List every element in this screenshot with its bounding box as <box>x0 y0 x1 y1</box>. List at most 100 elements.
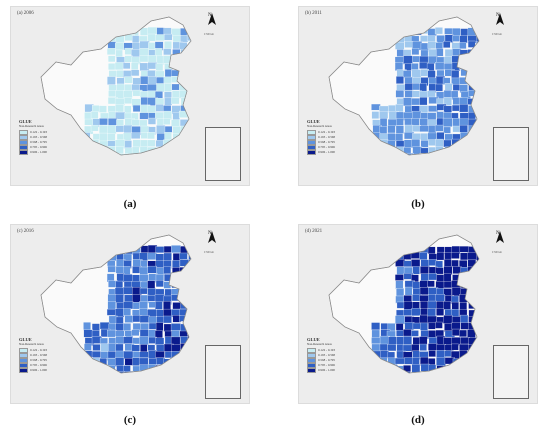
panel-title: (b) 2011 <box>305 11 322 16</box>
region <box>171 274 182 282</box>
region <box>412 266 420 275</box>
region <box>443 126 451 134</box>
region <box>468 153 477 155</box>
legend: GLUE Non-Research Areas 0.122 - 0.193 0.… <box>307 119 335 156</box>
legend-subtitle: Non-Research Areas <box>307 342 332 346</box>
region <box>187 139 191 148</box>
region <box>371 337 381 345</box>
region <box>411 153 421 155</box>
region <box>188 118 191 126</box>
region <box>412 55 421 63</box>
region <box>92 344 101 351</box>
region <box>154 294 165 303</box>
region <box>164 154 173 155</box>
region <box>404 124 414 134</box>
region <box>171 330 180 338</box>
region <box>419 83 427 92</box>
region <box>186 76 191 85</box>
region <box>419 252 428 260</box>
region <box>460 280 469 289</box>
region <box>380 365 390 373</box>
region <box>411 63 419 71</box>
region <box>188 364 191 373</box>
region <box>379 372 390 373</box>
region <box>164 41 172 49</box>
region <box>436 308 445 316</box>
region <box>435 153 444 155</box>
region <box>403 301 413 310</box>
region <box>139 301 148 310</box>
panel-title: (a) 2006 <box>17 11 34 16</box>
region <box>420 133 429 142</box>
region <box>106 27 118 35</box>
region <box>139 266 149 276</box>
region <box>451 147 460 154</box>
region <box>428 105 439 112</box>
region <box>419 125 429 132</box>
region <box>395 315 406 325</box>
region <box>467 294 477 302</box>
region <box>475 365 479 373</box>
region <box>371 111 380 119</box>
region <box>84 343 92 351</box>
region <box>476 140 479 148</box>
region <box>107 301 116 310</box>
region <box>163 266 172 274</box>
china-map <box>328 234 519 384</box>
region <box>82 154 92 155</box>
region <box>372 372 382 373</box>
region <box>420 363 430 372</box>
legend-label: 0.795 - 0.906 <box>30 363 47 367</box>
region <box>452 35 460 42</box>
north-arrow: N <box>208 13 216 25</box>
region <box>420 35 429 42</box>
region <box>451 70 460 79</box>
region <box>188 294 191 303</box>
region <box>476 336 479 343</box>
region <box>178 154 189 155</box>
region <box>170 323 182 331</box>
region <box>147 26 158 35</box>
region <box>186 350 191 360</box>
region <box>475 126 479 136</box>
region <box>155 63 164 72</box>
region <box>468 302 478 309</box>
region <box>83 147 92 155</box>
region <box>187 27 191 36</box>
region <box>107 76 116 85</box>
region <box>99 154 109 155</box>
region <box>180 294 189 302</box>
region <box>139 315 150 323</box>
region <box>371 358 381 366</box>
region <box>475 77 479 85</box>
region <box>436 48 444 57</box>
legend-label: 0.568 - 0.795 <box>318 358 335 362</box>
region <box>123 286 134 295</box>
region <box>188 280 191 289</box>
region <box>443 288 452 296</box>
region <box>123 97 133 104</box>
region <box>428 154 438 155</box>
region <box>476 309 479 318</box>
region <box>459 118 469 126</box>
region <box>475 294 479 304</box>
region <box>115 111 126 120</box>
region <box>460 153 471 155</box>
region <box>147 55 157 64</box>
region <box>427 308 436 317</box>
region <box>404 322 415 331</box>
region <box>108 90 117 97</box>
region <box>396 288 405 298</box>
region <box>188 55 191 65</box>
region <box>140 344 148 353</box>
region <box>395 133 404 142</box>
region <box>180 372 190 373</box>
region <box>467 133 477 143</box>
region <box>475 279 479 287</box>
region <box>475 111 479 119</box>
region <box>147 370 156 373</box>
region <box>180 336 188 344</box>
region <box>139 329 150 337</box>
region <box>172 139 181 147</box>
region <box>163 301 171 311</box>
